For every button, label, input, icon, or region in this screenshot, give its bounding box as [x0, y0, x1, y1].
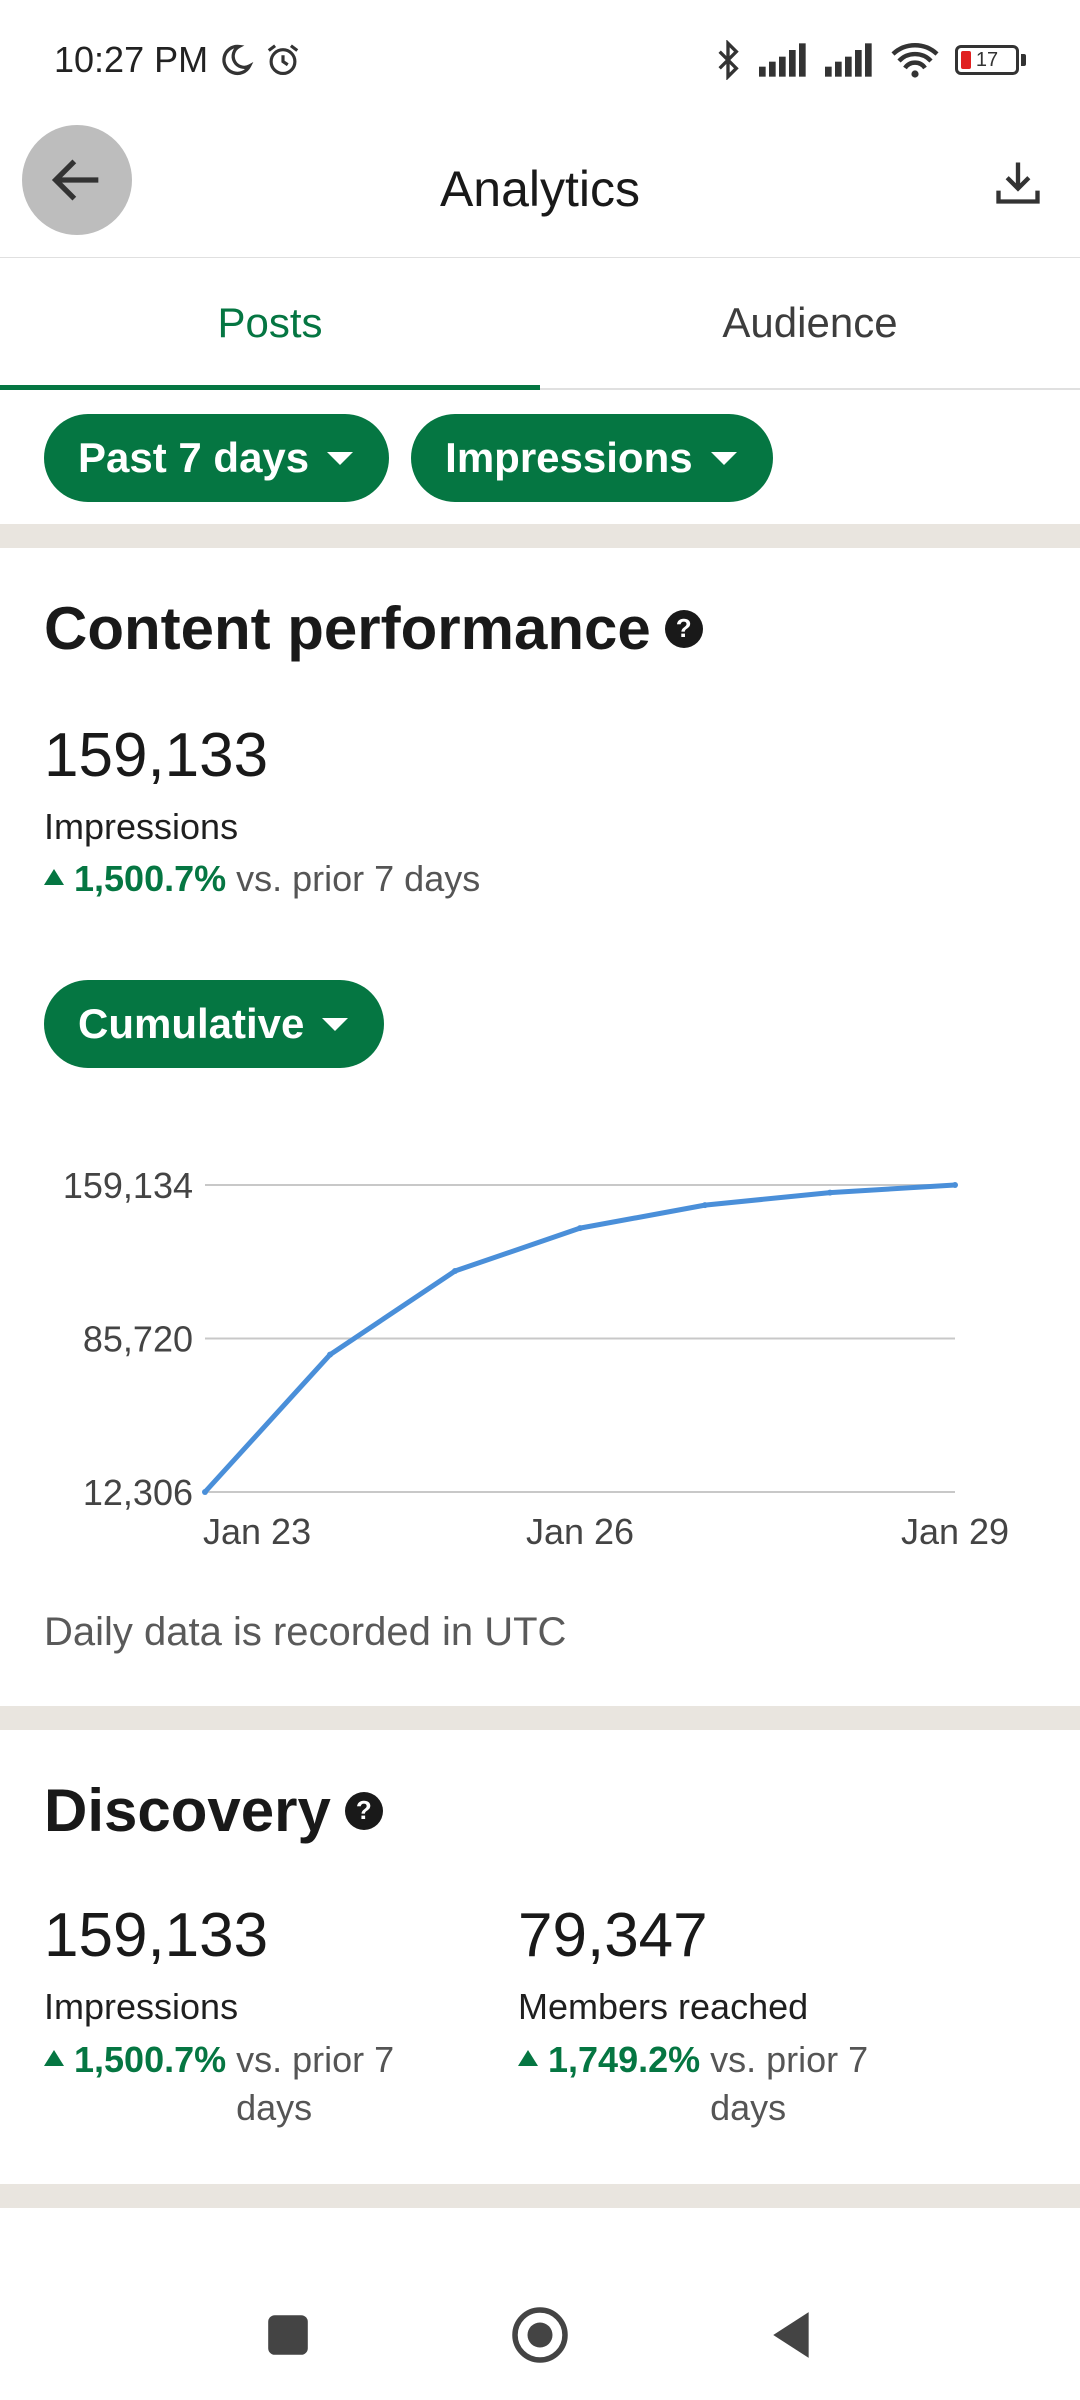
- x-tick-label: Jan 26: [526, 1511, 634, 1552]
- change-compare: vs. prior 7 days: [236, 2039, 395, 2128]
- x-tick-label: Jan 29: [901, 1511, 1009, 1552]
- help-icon[interactable]: ?: [344, 1791, 383, 1830]
- y-tick-label: 85,720: [83, 1319, 193, 1360]
- cumulative-dropdown[interactable]: Cumulative: [44, 980, 385, 1068]
- members-reached-label: Members reached: [518, 1986, 809, 2027]
- y-tick-label: 159,134: [63, 1165, 193, 1206]
- y-tick-label: 12,306: [83, 1472, 193, 1513]
- date-range-label: Past 7 days: [78, 434, 310, 481]
- moon-icon: [222, 44, 254, 76]
- recents-button[interactable]: [266, 2313, 310, 2357]
- change-compare: vs. prior 7 days: [710, 2039, 869, 2128]
- discovery-impressions-label: Impressions: [44, 1986, 239, 2027]
- content-impressions-change: 1,500.7% vs. prior 7 days: [44, 855, 480, 903]
- metric-label: Impressions: [445, 434, 693, 481]
- change-percent: 1,500.7%: [74, 858, 227, 899]
- trend-up-icon: [518, 2050, 538, 2066]
- caret-down-icon: [710, 451, 737, 465]
- content-performance-heading: Content performance: [44, 595, 651, 662]
- discovery-heading: Discovery: [44, 1777, 331, 1844]
- content-performance-title: Content performance ?: [44, 594, 703, 663]
- filter-bar: Past 7 days Impressions: [44, 414, 773, 502]
- date-range-dropdown[interactable]: Past 7 days: [44, 414, 390, 502]
- wifi-icon: [891, 43, 939, 78]
- members-reached-value: 79,347: [518, 1901, 708, 1970]
- download-button[interactable]: [990, 154, 1046, 210]
- cumulative-label: Cumulative: [78, 1000, 305, 1047]
- content-impressions-value: 159,133: [44, 721, 269, 790]
- tab-bar: Posts Audience: [0, 258, 1080, 390]
- back-arrow-icon: [51, 159, 99, 201]
- back-nav-button[interactable]: [770, 2310, 814, 2360]
- data-point: [202, 1489, 208, 1495]
- data-point: [577, 1225, 583, 1232]
- trend-up-icon: [44, 2050, 64, 2066]
- caret-down-icon: [327, 451, 354, 465]
- section-divider: [0, 1706, 1080, 1730]
- discovery-impressions-value: 159,133: [44, 1901, 269, 1970]
- data-point: [452, 1268, 458, 1275]
- change-percent: 1,749.2%: [548, 2039, 701, 2080]
- alarm-icon: [267, 44, 299, 76]
- metric-dropdown[interactable]: Impressions: [411, 414, 773, 502]
- content-impressions-label: Impressions: [44, 806, 239, 847]
- download-icon: [996, 162, 1040, 204]
- section-divider: [0, 2184, 1080, 2208]
- signal-icon: [759, 43, 806, 77]
- utc-note: Daily data is recorded in UTC: [44, 1610, 567, 1654]
- battery-icon: 17: [955, 45, 1026, 75]
- system-nav-bar: [0, 2270, 1080, 2400]
- home-button[interactable]: [510, 2305, 570, 2365]
- change-percent: 1,500.7%: [74, 2039, 227, 2080]
- data-point: [702, 1202, 708, 1209]
- signal-icon: [825, 43, 872, 77]
- status-time: 10:27 PM: [54, 39, 209, 80]
- data-point: [827, 1189, 833, 1196]
- x-tick-label: Jan 23: [203, 1511, 311, 1552]
- section-divider: [0, 524, 1080, 548]
- tab-audience[interactable]: Audience: [722, 299, 898, 346]
- change-compare: vs. prior 7 days: [236, 858, 481, 899]
- members-reached-change: 1,749.2% vs. prior 7 days: [518, 2036, 868, 2132]
- data-point: [952, 1182, 958, 1189]
- data-point: [327, 1351, 333, 1358]
- discovery-impressions-change: 1,500.7% vs. prior 7 days: [44, 2036, 394, 2132]
- battery-level: 17: [975, 48, 999, 71]
- status-bar: 10:27 PM 17: [0, 0, 1080, 120]
- app-header: Analytics: [0, 120, 1080, 258]
- discovery-title: Discovery ?: [44, 1776, 383, 1845]
- back-button[interactable]: [22, 125, 132, 235]
- trend-up-icon: [44, 869, 64, 885]
- page-title: Analytics: [439, 160, 641, 217]
- bluetooth-icon: [718, 40, 739, 80]
- tab-posts[interactable]: Posts: [0, 258, 540, 390]
- help-icon[interactable]: ?: [664, 609, 703, 648]
- caret-down-icon: [322, 1017, 349, 1031]
